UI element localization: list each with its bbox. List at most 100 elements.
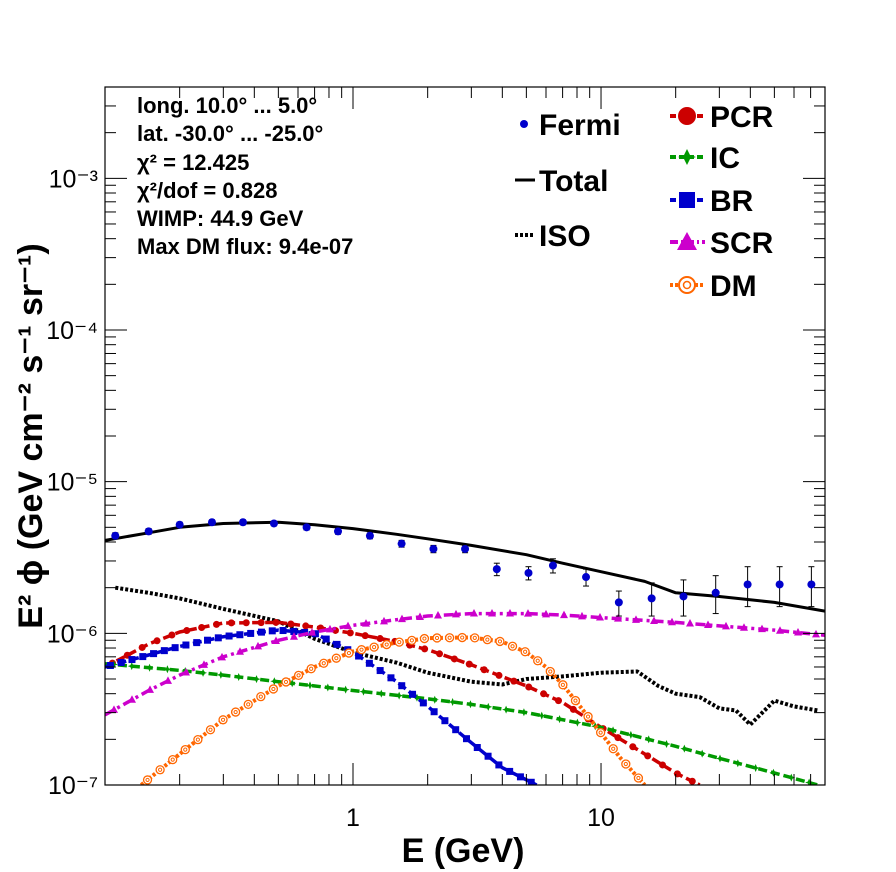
scr-marker [380,616,388,625]
scr-marker [110,705,118,713]
pcr-marker [510,677,518,685]
y-axis-title: E² ϕ (GeV cm⁻² s⁻¹ sr⁻¹) [12,243,50,628]
br-marker [322,635,330,643]
dm-marker-inner [447,635,452,640]
br-marker [225,632,233,640]
ic-marker [377,689,386,698]
ic-marker [199,668,208,677]
pcr-marker [346,629,354,637]
dm-marker-inner [485,637,490,642]
dm-marker [369,642,379,652]
plot-curves [105,520,825,785]
ic-marker [395,691,404,700]
br-marker [160,647,168,655]
scr-marker [272,636,280,644]
br-marker [376,667,384,675]
ic-marker [751,763,760,772]
dm-marker [293,670,304,681]
dm-marker [319,658,329,668]
ic-marker [448,698,457,707]
scr-marker [218,652,226,661]
dm-marker [533,656,543,666]
scr-marker [578,611,586,620]
fermi-point [492,565,501,574]
br-marker [257,628,265,636]
fermi-point [238,518,247,527]
dm-marker [168,754,178,765]
br-marker [527,778,535,785]
br-marker [182,641,190,649]
pcr-marker [450,655,458,663]
dm-marker-inner [258,694,263,699]
pcr-marker [659,761,667,769]
dm-marker [444,633,455,643]
ic-marker [430,695,439,704]
dm-marker [331,653,341,663]
scr-marker [614,614,622,622]
fermi-point [711,588,720,597]
pcr-marker [525,683,533,691]
pcr-marker [302,622,310,630]
dm-marker-inner [246,702,251,707]
y-tick-label: 10⁻³ [49,165,98,193]
legend-scr-marker [677,232,697,250]
ic-marker [323,683,332,692]
dm-marker-inner [346,650,352,656]
pcr-marker [480,666,488,674]
ic-marker [412,693,421,702]
scr-marker [668,617,676,626]
pcr-marker [183,627,191,635]
br-marker [193,639,201,647]
fermi-point [743,580,752,589]
dm-marker-inner [208,727,213,732]
dm-marker [256,692,266,702]
br-marker [452,726,460,734]
ic-marker [127,662,136,671]
br-marker [484,752,492,760]
fermi-point [679,592,688,601]
legend-total-label: Total [539,165,608,198]
y-tick-label: 10⁻⁷ [48,772,98,800]
pcr-marker [272,618,280,626]
ic-marker [609,726,618,735]
ic-marker [359,687,368,696]
legend: Fermi Total ISO PCR IC BR SCR DM [515,101,774,303]
br-marker [268,627,276,635]
dm-marker-inner [195,737,200,742]
ic-marker [484,702,493,711]
dm-marker [155,765,165,775]
dm-marker-inner [334,656,339,661]
ic-marker [234,672,243,681]
fermi-points [111,518,816,617]
y-tick-label: 10⁻⁶ [47,620,98,648]
br-marker [355,652,363,660]
br-marker [204,636,212,644]
pcr-marker [361,632,369,640]
dm-marker [583,711,593,722]
dm-marker [470,633,480,643]
br-marker [247,629,255,637]
scr-marker [182,667,190,676]
br-marker [150,650,158,658]
dm-marker-inner [183,747,188,752]
legend-ic-label: IC [710,142,740,175]
br-marker [106,661,114,669]
dm-marker [394,637,404,647]
legend-dm-marker [678,276,696,294]
dm-marker [193,735,203,745]
br-marker [290,627,298,635]
ic-marker [644,735,653,744]
br-marker [473,744,481,752]
br-marker [495,761,503,769]
dm-marker [218,715,228,725]
fermi-point [775,580,784,589]
ic-marker [288,679,297,688]
pcr-marker [644,752,652,760]
y-tick-label: 10⁻⁵ [47,469,98,497]
dm-marker [419,633,430,644]
dm-marker-inner [497,639,503,644]
fermi-point [144,527,153,536]
y-tick-label: 10⁻⁴ [46,317,98,345]
br-marker [506,767,514,775]
dm-marker [205,725,216,735]
